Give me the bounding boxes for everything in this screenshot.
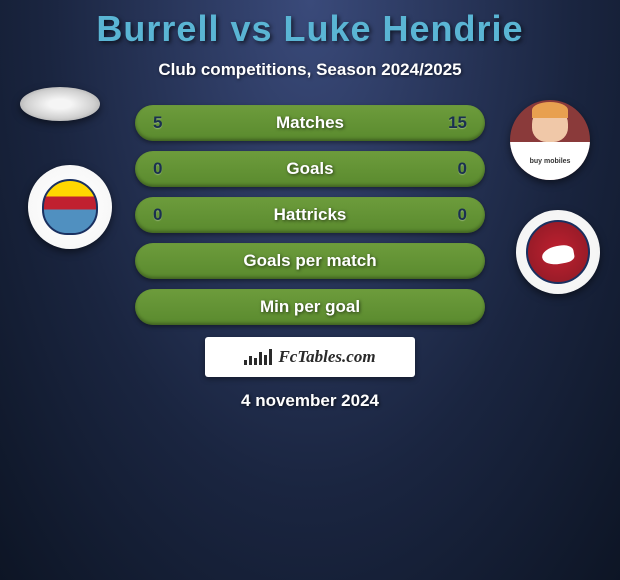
stat-row-matches: 5 Matches 15	[135, 105, 485, 141]
stat-left-value: 0	[153, 159, 183, 179]
footer-logo-badge: FcTables.com	[205, 337, 415, 377]
date-text: 4 november 2024	[0, 391, 620, 411]
stat-left-value: 0	[153, 205, 183, 225]
stat-rows: 5 Matches 15 0 Goals 0 0 Hattricks 0 Goa…	[135, 105, 485, 325]
player-right-jersey-text: buy mobiles	[510, 142, 590, 180]
player-left-avatar	[20, 87, 100, 121]
stat-label: Hattricks	[183, 205, 437, 225]
club-badge-left	[28, 165, 112, 249]
infographic-container: Burrell vs Luke Hendrie Club competition…	[0, 0, 620, 411]
stat-right-value: 15	[437, 113, 467, 133]
stat-row-goals-per-match: Goals per match	[135, 243, 485, 279]
stat-label: Goals per match	[183, 251, 437, 271]
main-area: buy mobiles 5 Matches 15 0 Goals 0 0 Hat…	[0, 105, 620, 411]
club-badge-right	[516, 210, 600, 294]
stat-right-value: 0	[437, 205, 467, 225]
stat-row-hattricks: 0 Hattricks 0	[135, 197, 485, 233]
footer-logo-text: FcTables.com	[278, 347, 375, 367]
stat-row-min-per-goal: Min per goal	[135, 289, 485, 325]
page-title: Burrell vs Luke Hendrie	[0, 8, 620, 50]
chart-bars-icon	[244, 349, 272, 365]
subtitle: Club competitions, Season 2024/2025	[0, 60, 620, 80]
stat-right-value: 0	[437, 159, 467, 179]
stat-row-goals: 0 Goals 0	[135, 151, 485, 187]
stat-left-value: 5	[153, 113, 183, 133]
stat-label: Goals	[183, 159, 437, 179]
player-right-avatar: buy mobiles	[510, 100, 590, 180]
stat-label: Matches	[183, 113, 437, 133]
stat-label: Min per goal	[183, 297, 437, 317]
